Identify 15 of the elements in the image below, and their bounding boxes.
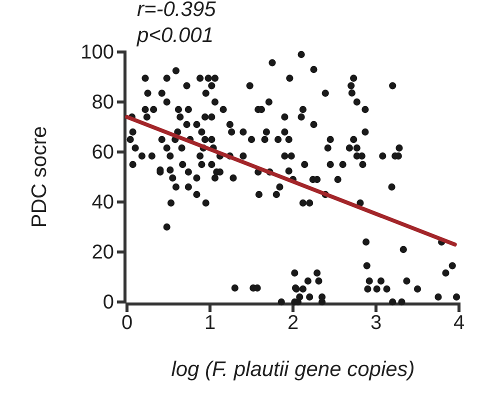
- y-tick-label: 40: [92, 191, 114, 214]
- y-tick-label: 100: [80, 41, 114, 64]
- y-tick-label: 20: [92, 241, 114, 264]
- y-tick-label: 60: [92, 141, 114, 164]
- y-tick-label: 0: [102, 291, 114, 314]
- x-axis-title: log (F. plautii gene copies): [171, 358, 415, 381]
- x-tick-label: 3: [370, 312, 382, 334]
- text: r=-0.395: [137, 0, 216, 21]
- x-tick-label: 4: [453, 312, 465, 334]
- text: p<0.001: [136, 24, 214, 47]
- x-tick-label: 1: [204, 312, 216, 334]
- y-tick-label: 80: [92, 91, 114, 114]
- x-tick-label: 2: [287, 312, 299, 334]
- x-tick-label: 0: [121, 312, 133, 334]
- y-axis-title: PDC socre: [28, 126, 51, 228]
